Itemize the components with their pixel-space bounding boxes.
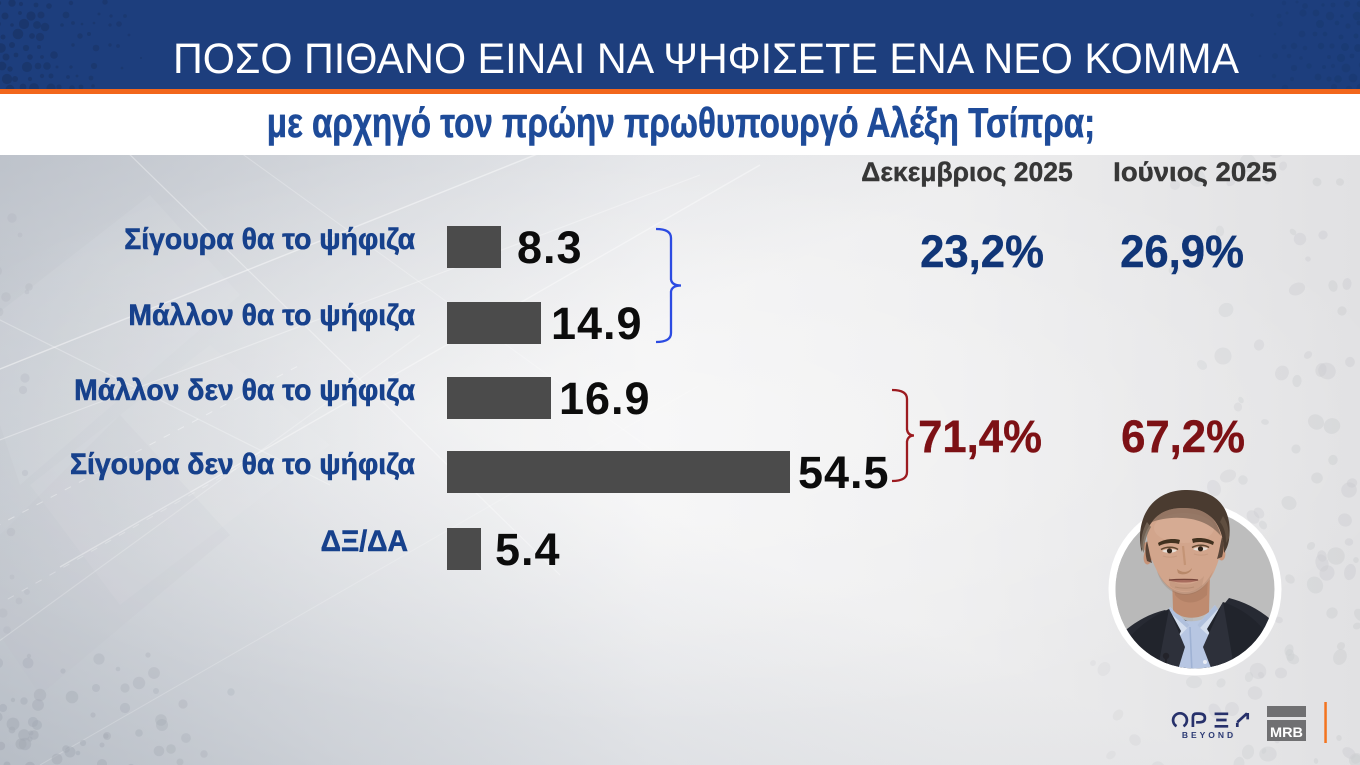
svg-text:MRB: MRB	[1270, 724, 1303, 740]
svg-text:BEYOND: BEYOND	[1182, 730, 1236, 740]
